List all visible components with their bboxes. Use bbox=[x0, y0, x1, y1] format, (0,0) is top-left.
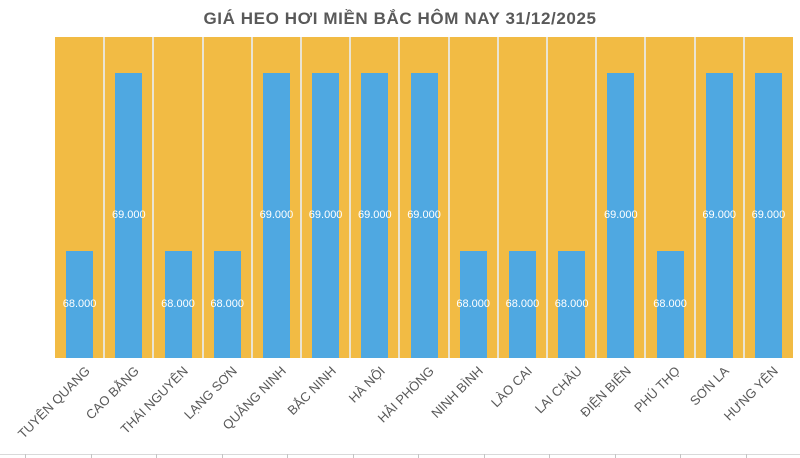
sheet-column-tick bbox=[287, 454, 288, 458]
bar-value-label: 68.000 bbox=[554, 298, 589, 310]
x-axis-label: SƠN LA bbox=[687, 363, 733, 409]
category-gridline bbox=[496, 37, 499, 358]
category-gridline bbox=[349, 37, 352, 358]
bar-value-label: 68.000 bbox=[62, 298, 97, 310]
x-axis-label: NINH BÌNH bbox=[428, 363, 487, 421]
category-slot: 68.000 bbox=[153, 37, 202, 358]
x-axis-label: LẠNG SƠN bbox=[181, 363, 241, 423]
bar: 68.000 bbox=[210, 251, 244, 358]
bar: 68.000 bbox=[506, 251, 539, 358]
bar: 68.000 bbox=[653, 251, 687, 358]
category-gridline bbox=[201, 37, 204, 358]
category-slot: 68.000 bbox=[203, 37, 252, 358]
sheet-column-tick bbox=[484, 454, 485, 458]
x-axis-label: THÁI NGUYÊN bbox=[117, 363, 191, 437]
bar-value-label: 69.000 bbox=[111, 209, 146, 221]
bar-value-label: 69.000 bbox=[407, 209, 441, 221]
category-gridline bbox=[398, 37, 401, 358]
bar-value-label: 69.000 bbox=[357, 209, 392, 221]
bar: 68.000 bbox=[63, 251, 96, 358]
bar-value-label: 68.000 bbox=[210, 298, 245, 310]
category-slot: 68.000 bbox=[55, 37, 104, 358]
sheet-column-tick bbox=[91, 454, 92, 458]
bar-value-label: 69.000 bbox=[604, 209, 638, 221]
sheet-column-tick bbox=[746, 454, 747, 458]
category-gridline bbox=[595, 37, 598, 358]
category-gridline bbox=[300, 37, 302, 358]
x-axis-label: ĐIỆN BIÊN bbox=[577, 363, 634, 420]
x-axis-label: BẮC NINH bbox=[283, 363, 339, 418]
bar-value-label: 68.000 bbox=[653, 298, 687, 310]
bar: 69.000 bbox=[309, 73, 342, 358]
category-slot: 68.000 bbox=[498, 37, 547, 358]
category-slot: 69.000 bbox=[252, 37, 301, 358]
x-axis-label: HẢI PHÒNG bbox=[374, 363, 437, 426]
sheet-column-tick bbox=[353, 454, 354, 458]
sheet-column-tick bbox=[156, 454, 157, 458]
bar-value-label: 69.000 bbox=[259, 209, 294, 221]
sheet-column-tick bbox=[25, 454, 26, 458]
category-slot: 68.000 bbox=[547, 37, 596, 358]
bar-value-label: 68.000 bbox=[456, 298, 491, 310]
category-gridline bbox=[546, 37, 548, 358]
category-gridline bbox=[742, 37, 745, 358]
category-slot: 68.000 bbox=[645, 37, 694, 358]
x-axis-label: LAI CHÂU bbox=[531, 363, 585, 417]
category-gridline bbox=[644, 37, 647, 358]
x-axis-label: QUẢNG NINH bbox=[219, 363, 290, 433]
category-gridline bbox=[693, 37, 696, 358]
category-gridline bbox=[250, 37, 253, 358]
category-slot: 69.000 bbox=[399, 37, 448, 358]
bar-value-label: 69.000 bbox=[751, 209, 786, 221]
category-slot: 69.000 bbox=[104, 37, 153, 358]
category-slot: 69.000 bbox=[695, 37, 744, 358]
category-slot: 68.000 bbox=[449, 37, 498, 358]
spreadsheet-grid-edge bbox=[0, 454, 800, 458]
category-slot: 69.000 bbox=[350, 37, 399, 358]
sheet-column-tick bbox=[549, 454, 550, 458]
x-axis-label: HÀ NỘI bbox=[345, 363, 388, 406]
category-slot: 69.000 bbox=[596, 37, 645, 358]
x-axis-label: CAO BẰNG bbox=[82, 363, 142, 423]
sheet-column-tick bbox=[222, 454, 223, 458]
bar-value-label: 68.000 bbox=[161, 298, 195, 310]
bar: 68.000 bbox=[161, 251, 195, 358]
bar-value-label: 69.000 bbox=[308, 209, 343, 221]
bar: 68.000 bbox=[555, 251, 588, 358]
sheet-column-tick bbox=[680, 454, 681, 458]
category-gridline bbox=[152, 37, 155, 358]
bar-value-label: 69.000 bbox=[702, 209, 737, 221]
bar: 69.000 bbox=[112, 73, 146, 358]
sheet-column-tick bbox=[418, 454, 419, 458]
bar: 69.000 bbox=[260, 73, 293, 358]
bar: 69.000 bbox=[702, 73, 736, 358]
bar-value-label: 68.000 bbox=[505, 298, 540, 310]
category-gridline bbox=[447, 37, 450, 358]
bar: 69.000 bbox=[358, 73, 392, 358]
bar: 69.000 bbox=[407, 73, 441, 358]
bar: 69.000 bbox=[604, 73, 638, 358]
category-slot: 69.000 bbox=[744, 37, 793, 358]
sheet-column-tick bbox=[615, 454, 616, 458]
bar: 68.000 bbox=[456, 251, 490, 358]
category-gridline bbox=[103, 37, 106, 358]
x-axis-label: HƯNG YÊN bbox=[721, 363, 782, 424]
chart-title: GIÁ HEO HƠI MIỀN BẮC HÔM NAY 31/12/2025 bbox=[203, 9, 597, 28]
plot-area: 68.000 69.000 68.000 68.000 69.000 69.000 69.0… bbox=[55, 37, 793, 358]
x-axis-label: TUYÊN QUANG bbox=[14, 363, 93, 442]
category-slot: 69.000 bbox=[301, 37, 350, 358]
bar-slots: 68.000 69.000 68.000 68.000 69.000 69.000 69.0… bbox=[55, 37, 793, 358]
x-axis-label: LÀO CAI bbox=[488, 363, 536, 411]
bar: 69.000 bbox=[752, 73, 785, 358]
x-axis-label: PHÚ THỌ bbox=[631, 363, 683, 416]
